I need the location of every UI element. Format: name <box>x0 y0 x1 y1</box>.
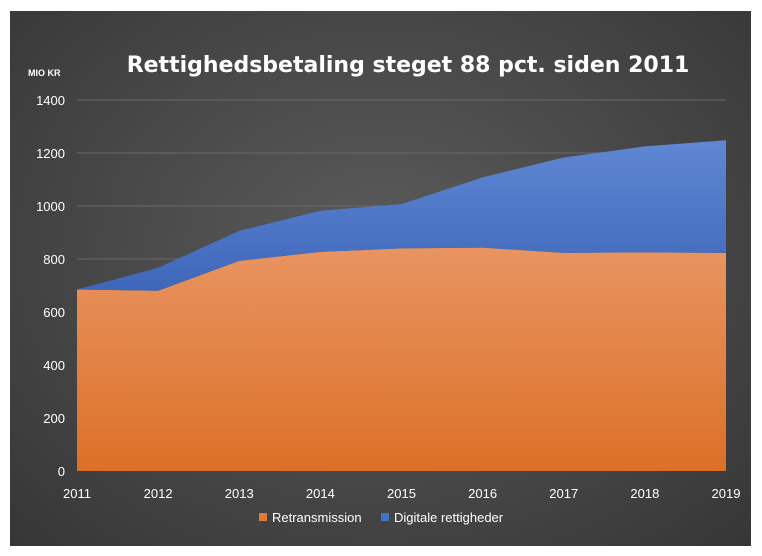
chart-area: Rettighedsbetaling steget 88 pct. siden … <box>10 11 751 546</box>
x-tick-label: 2018 <box>630 486 659 501</box>
y-tick-label: 0 <box>58 464 65 479</box>
y-tick-label: 600 <box>43 305 65 320</box>
y-tick-label: 200 <box>43 411 65 426</box>
area-retransmission <box>77 247 726 471</box>
x-tick-label: 2012 <box>144 486 173 501</box>
y-tick-label: 1000 <box>36 199 65 214</box>
x-tick-label: 2014 <box>306 486 335 501</box>
x-axis-ticks: 2011 2012 2013 2014 2015 2016 2017 2018 2019 <box>63 486 740 501</box>
chart-svg: Rettighedsbetaling steget 88 pct. siden … <box>28 53 740 525</box>
x-tick-label: 2016 <box>468 486 497 501</box>
legend-label: Digitale rettigheder <box>394 510 504 525</box>
y-tick-label: 400 <box>43 358 65 373</box>
area-series <box>77 140 726 471</box>
legend-swatch <box>259 513 267 521</box>
legend-swatch <box>381 513 389 521</box>
x-tick-label: 2013 <box>225 486 254 501</box>
unit-label: MIO KR <box>28 68 61 78</box>
y-tick-label: 800 <box>43 252 65 267</box>
y-axis-ticks: 0 200 400 600 800 1000 1200 1400 <box>36 93 65 479</box>
y-tick-label: 1200 <box>36 146 65 161</box>
x-tick-label: 2015 <box>387 486 416 501</box>
y-tick-label: 1400 <box>36 93 65 108</box>
chart-title: Rettighedsbetaling steget 88 pct. siden … <box>127 53 690 78</box>
x-tick-label: 2019 <box>712 486 741 501</box>
x-tick-label: 2017 <box>549 486 578 501</box>
legend: Retransmission Digitale rettigheder <box>259 510 504 525</box>
x-tick-label: 2011 <box>63 486 91 501</box>
legend-label: Retransmission <box>272 510 362 525</box>
area-digitale-rettigheder <box>77 140 726 291</box>
